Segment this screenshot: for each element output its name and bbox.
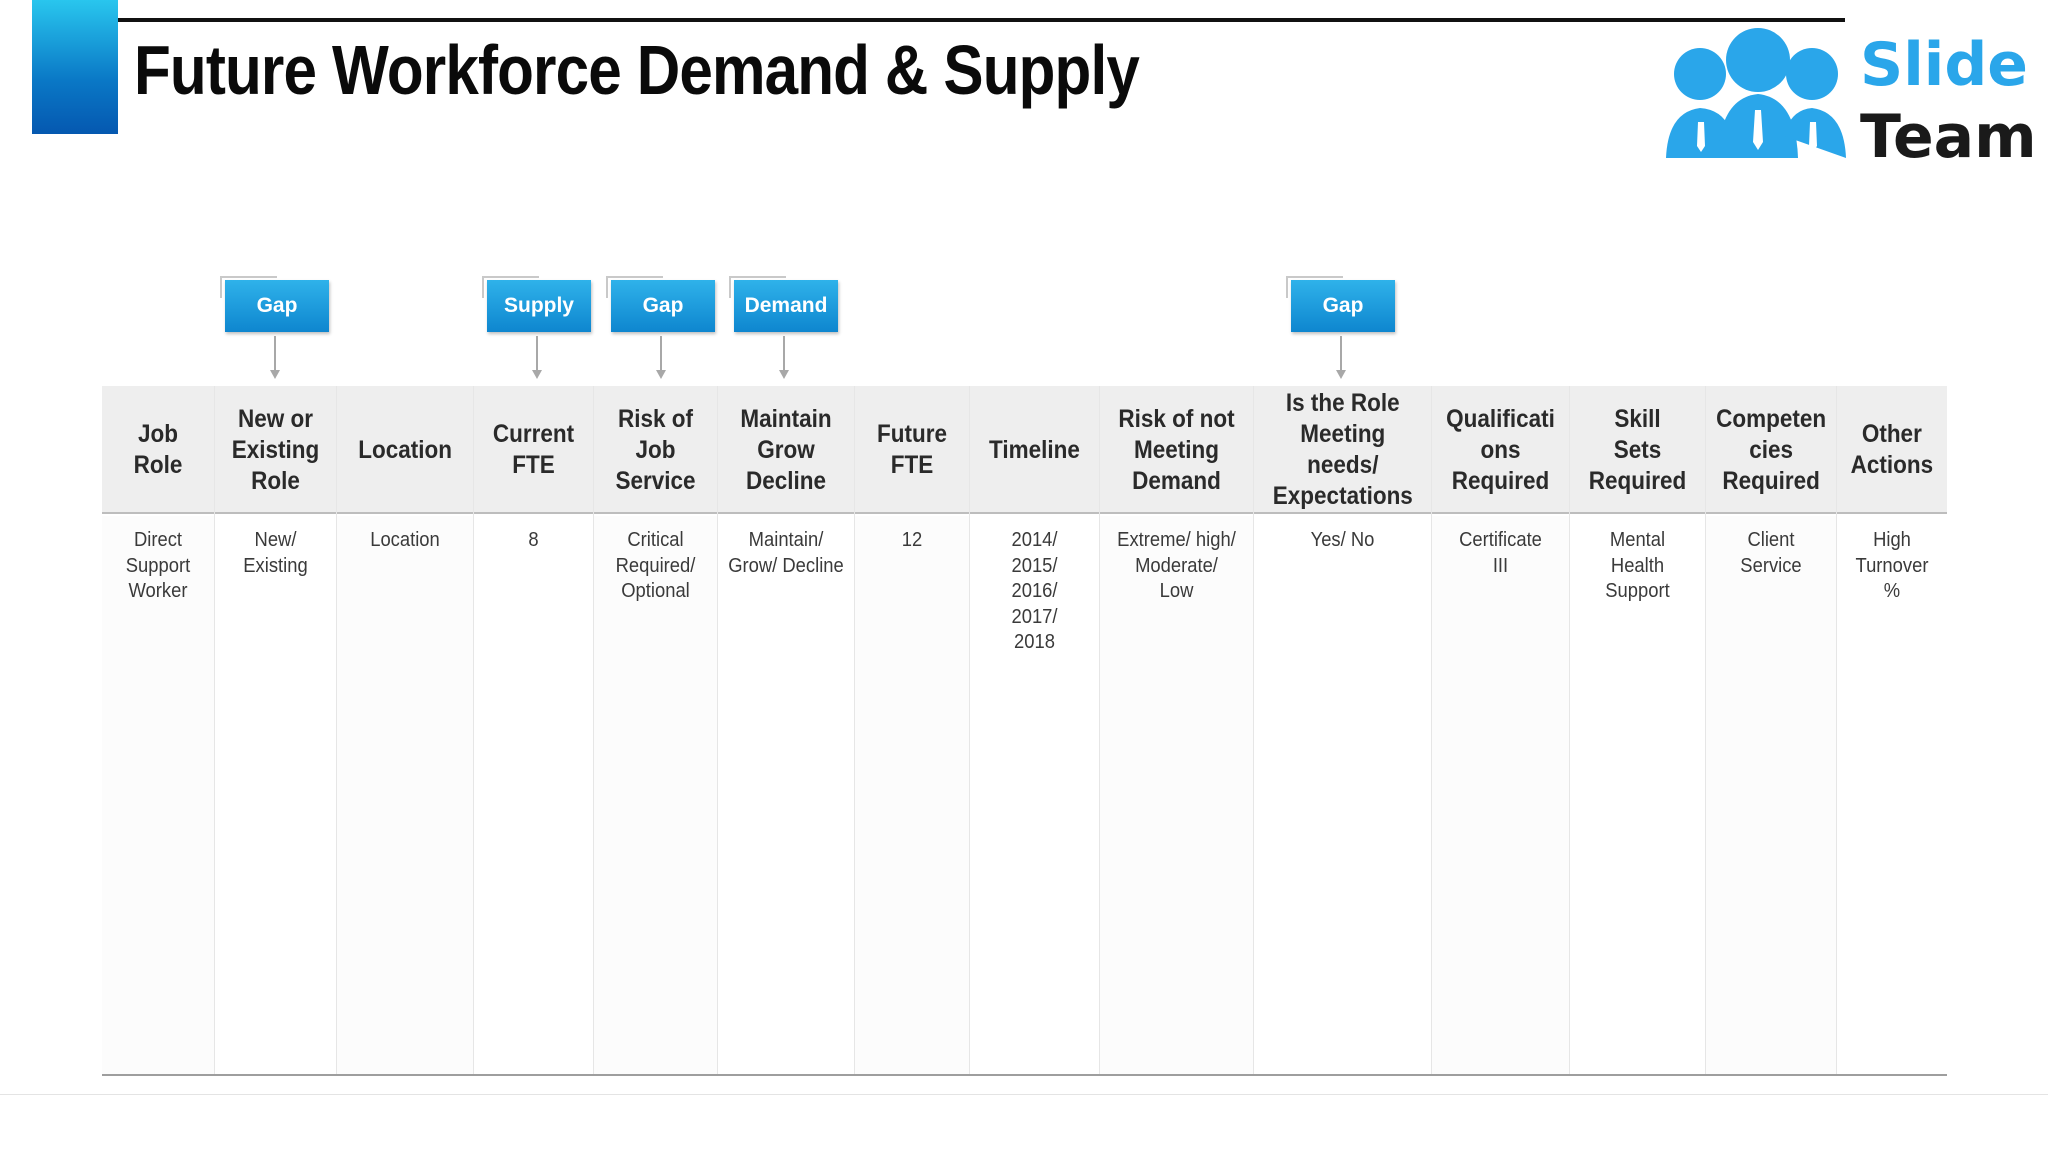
column-header: Is the Role Meeting needs/ Expectations bbox=[1272, 389, 1413, 510]
column-location: Location Location bbox=[336, 386, 473, 1074]
table-bottom-rule bbox=[102, 1074, 1947, 1076]
arrow-down-icon bbox=[779, 336, 789, 379]
cell-value: 12 bbox=[901, 529, 923, 551]
column-new-or-existing-role: New or Existing Role New/ Existing bbox=[214, 386, 336, 1074]
tag-demand: Demand bbox=[729, 276, 838, 332]
team-people-icon bbox=[1666, 28, 1846, 158]
column-header: Competen cies Required bbox=[1716, 404, 1827, 495]
arrow-down-icon bbox=[656, 336, 666, 379]
column-header: Risk of Job Service bbox=[615, 404, 696, 495]
column-header: Qualificati ons Required bbox=[1446, 404, 1555, 495]
tag-gap-2: Gap bbox=[606, 276, 715, 332]
table-header-row bbox=[102, 386, 1947, 514]
column-risk-of-job-service: Risk of Job Service Critical Required/ O… bbox=[593, 386, 717, 1074]
cell-value: Mental Health Support bbox=[1605, 529, 1670, 602]
column-header: Future FTE bbox=[876, 420, 948, 479]
footer-divider bbox=[0, 1094, 2048, 1095]
column-header: New or Existing Role bbox=[231, 404, 320, 495]
cell-value: Direct Support Worker bbox=[125, 529, 191, 602]
column-competencies-required: Competen cies Required Client Service bbox=[1705, 386, 1836, 1074]
cell-value: Extreme/ high/ Moderate/ Low bbox=[1117, 529, 1236, 602]
column-timeline: Timeline 2014/ 2015/ 2016/ 2017/ 2018 bbox=[969, 386, 1099, 1074]
cell-value: Client Service bbox=[1740, 529, 1802, 577]
cell-value: High Turnover % bbox=[1855, 529, 1929, 602]
tag-gap-3: Gap bbox=[1286, 276, 1395, 332]
column-job-role: Job Role Direct Support Worker bbox=[102, 386, 214, 1074]
column-future-fte: Future FTE 12 bbox=[854, 386, 969, 1074]
arrow-down-icon bbox=[532, 336, 542, 379]
column-header: Other Actions bbox=[1850, 420, 1934, 479]
accent-block bbox=[32, 0, 118, 134]
cell-value: Critical Required/ Optional bbox=[615, 529, 696, 602]
column-header: Skill Sets Required bbox=[1588, 404, 1687, 495]
column-header: Timeline bbox=[989, 435, 1080, 464]
cell-value: Certificate III bbox=[1459, 529, 1542, 577]
page-title: Future Workforce Demand & Supply bbox=[134, 31, 1140, 109]
arrow-down-icon bbox=[1336, 336, 1346, 379]
slideteam-logo: Slide Team bbox=[1660, 26, 2037, 172]
column-role-meeting-needs: Is the Role Meeting needs/ Expectations … bbox=[1253, 386, 1431, 1074]
logo-text-team: Team bbox=[1860, 102, 2037, 172]
column-other-actions: Other Actions High Turnover % bbox=[1836, 386, 1947, 1074]
column-header: Location bbox=[358, 435, 452, 464]
workforce-table: Job Role Direct Support Worker New or Ex… bbox=[102, 386, 1947, 1076]
column-header: Job Role bbox=[133, 420, 183, 479]
logo-text-slide: Slide bbox=[1860, 30, 2028, 100]
column-skill-sets-required: Skill Sets Required Mental Health Suppor… bbox=[1569, 386, 1705, 1074]
column-qualifications-required: Qualificati ons Required Certificate III bbox=[1431, 386, 1569, 1074]
column-header: Maintain Grow Decline bbox=[740, 404, 832, 495]
column-risk-of-not-meeting-demand: Risk of not Meeting Demand Extreme/ high… bbox=[1099, 386, 1253, 1074]
cell-value: Maintain/ Grow/ Decline bbox=[728, 529, 844, 577]
arrow-down-icon bbox=[270, 336, 280, 379]
column-current-fte: Current FTE 8 bbox=[473, 386, 593, 1074]
title-rule bbox=[32, 18, 1845, 22]
tag-gap-1: Gap bbox=[220, 276, 329, 332]
tag-supply: Supply bbox=[482, 276, 591, 332]
column-maintain-grow-decline: Maintain Grow Decline Maintain/ Grow/ De… bbox=[717, 386, 854, 1074]
cell-value: 8 bbox=[528, 529, 539, 551]
cell-value: Yes/ No bbox=[1310, 529, 1375, 551]
cell-value: New/ Existing bbox=[243, 529, 308, 577]
cell-value: 2014/ 2015/ 2016/ 2017/ 2018 bbox=[1011, 529, 1058, 653]
column-header: Risk of not Meeting Demand bbox=[1118, 404, 1235, 495]
column-header: Current FTE bbox=[492, 420, 575, 479]
cell-value: Location bbox=[370, 529, 440, 551]
